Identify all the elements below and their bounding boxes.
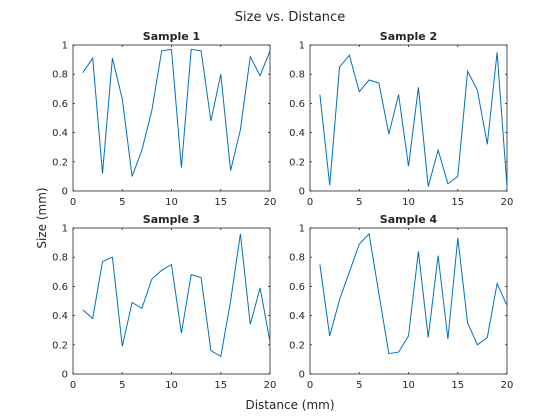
subplot-3: Sample 3 0 5 10 15 20 0 0.2 0.4 0.6 0.8 1 xyxy=(52,213,276,391)
series-line xyxy=(319,232,508,355)
y-tick-label: 0.8 xyxy=(52,70,68,81)
x-tick-label: 20 xyxy=(501,197,514,208)
figure-x-label: Distance (mm) xyxy=(245,398,334,412)
subplot-axes-box xyxy=(309,227,508,375)
subplot-2: Sample 2 0 5 10 15 20 0 0.2 0.4 0.6 0.8 1 xyxy=(289,30,513,208)
x-tick-label: 0 xyxy=(70,380,76,391)
y-tick-label: 0.8 xyxy=(52,253,68,264)
x-tick-label: 15 xyxy=(451,197,464,208)
series-line xyxy=(82,233,271,358)
x-tick-label: 20 xyxy=(501,380,514,391)
x-tick-label: 15 xyxy=(451,380,464,391)
y-tick-label: 0.4 xyxy=(52,128,68,139)
figure-title: Size vs. Distance xyxy=(235,10,345,25)
subplot-title: Sample 3 xyxy=(143,213,200,226)
y-tick-label: 1 xyxy=(299,224,305,235)
y-tick-label: 0.8 xyxy=(289,70,305,81)
y-tick-label: 0 xyxy=(62,370,68,381)
x-tick-label: 10 xyxy=(165,197,178,208)
y-tick-label: 0 xyxy=(62,187,68,198)
x-tick-label: 15 xyxy=(214,197,227,208)
y-tick-label: 0.6 xyxy=(289,282,305,293)
subplot-1: Sample 1 0 5 10 15 20 0 0.2 0.4 0.6 0.8 1 xyxy=(52,30,276,208)
x-tick-label: 15 xyxy=(214,380,227,391)
y-tick-label: 1 xyxy=(62,41,68,52)
y-tick-label: 0 xyxy=(299,187,305,198)
x-tick-label: 5 xyxy=(119,197,125,208)
series-line xyxy=(82,48,271,177)
x-tick-label: 20 xyxy=(264,197,277,208)
y-tick-label: 0.2 xyxy=(289,157,305,168)
x-tick-label: 5 xyxy=(356,380,362,391)
y-tick-label: 1 xyxy=(299,41,305,52)
y-tick-label: 0.4 xyxy=(289,311,305,322)
x-tick-label: 0 xyxy=(70,197,76,208)
y-tick-label: 0.6 xyxy=(52,99,68,110)
subplot-title: Sample 1 xyxy=(143,30,200,43)
x-tick-label: 5 xyxy=(356,197,362,208)
subplot-axes-box xyxy=(72,227,271,375)
y-tick-label: 0.8 xyxy=(289,253,305,264)
series-line xyxy=(319,52,508,187)
x-tick-label: 10 xyxy=(402,197,415,208)
x-tick-label: 20 xyxy=(264,380,277,391)
x-tick-label: 0 xyxy=(307,197,313,208)
subplot-title: Sample 2 xyxy=(380,30,437,43)
y-tick-label: 0 xyxy=(299,370,305,381)
x-tick-label: 10 xyxy=(402,380,415,391)
y-tick-label: 0.6 xyxy=(52,282,68,293)
y-tick-label: 0.6 xyxy=(289,99,305,110)
y-tick-label: 0.2 xyxy=(52,340,68,351)
y-tick-label: 0.2 xyxy=(52,157,68,168)
subplot-title: Sample 4 xyxy=(380,213,438,226)
y-tick-label: 0.4 xyxy=(52,311,68,322)
y-tick-label: 0.2 xyxy=(289,340,305,351)
x-tick-label: 0 xyxy=(307,380,313,391)
x-tick-label: 5 xyxy=(119,380,125,391)
subplot-axes-box xyxy=(72,44,271,192)
y-tick-label: 0.4 xyxy=(289,128,305,139)
figure-y-label: Size (mm) xyxy=(35,187,49,248)
x-tick-label: 10 xyxy=(165,380,178,391)
y-tick-label: 1 xyxy=(62,224,68,235)
subplot-axes-box xyxy=(309,44,508,192)
subplot-4: Sample 4 0 5 10 15 20 0 0.2 0.4 0.6 0.8 1 xyxy=(289,213,513,391)
